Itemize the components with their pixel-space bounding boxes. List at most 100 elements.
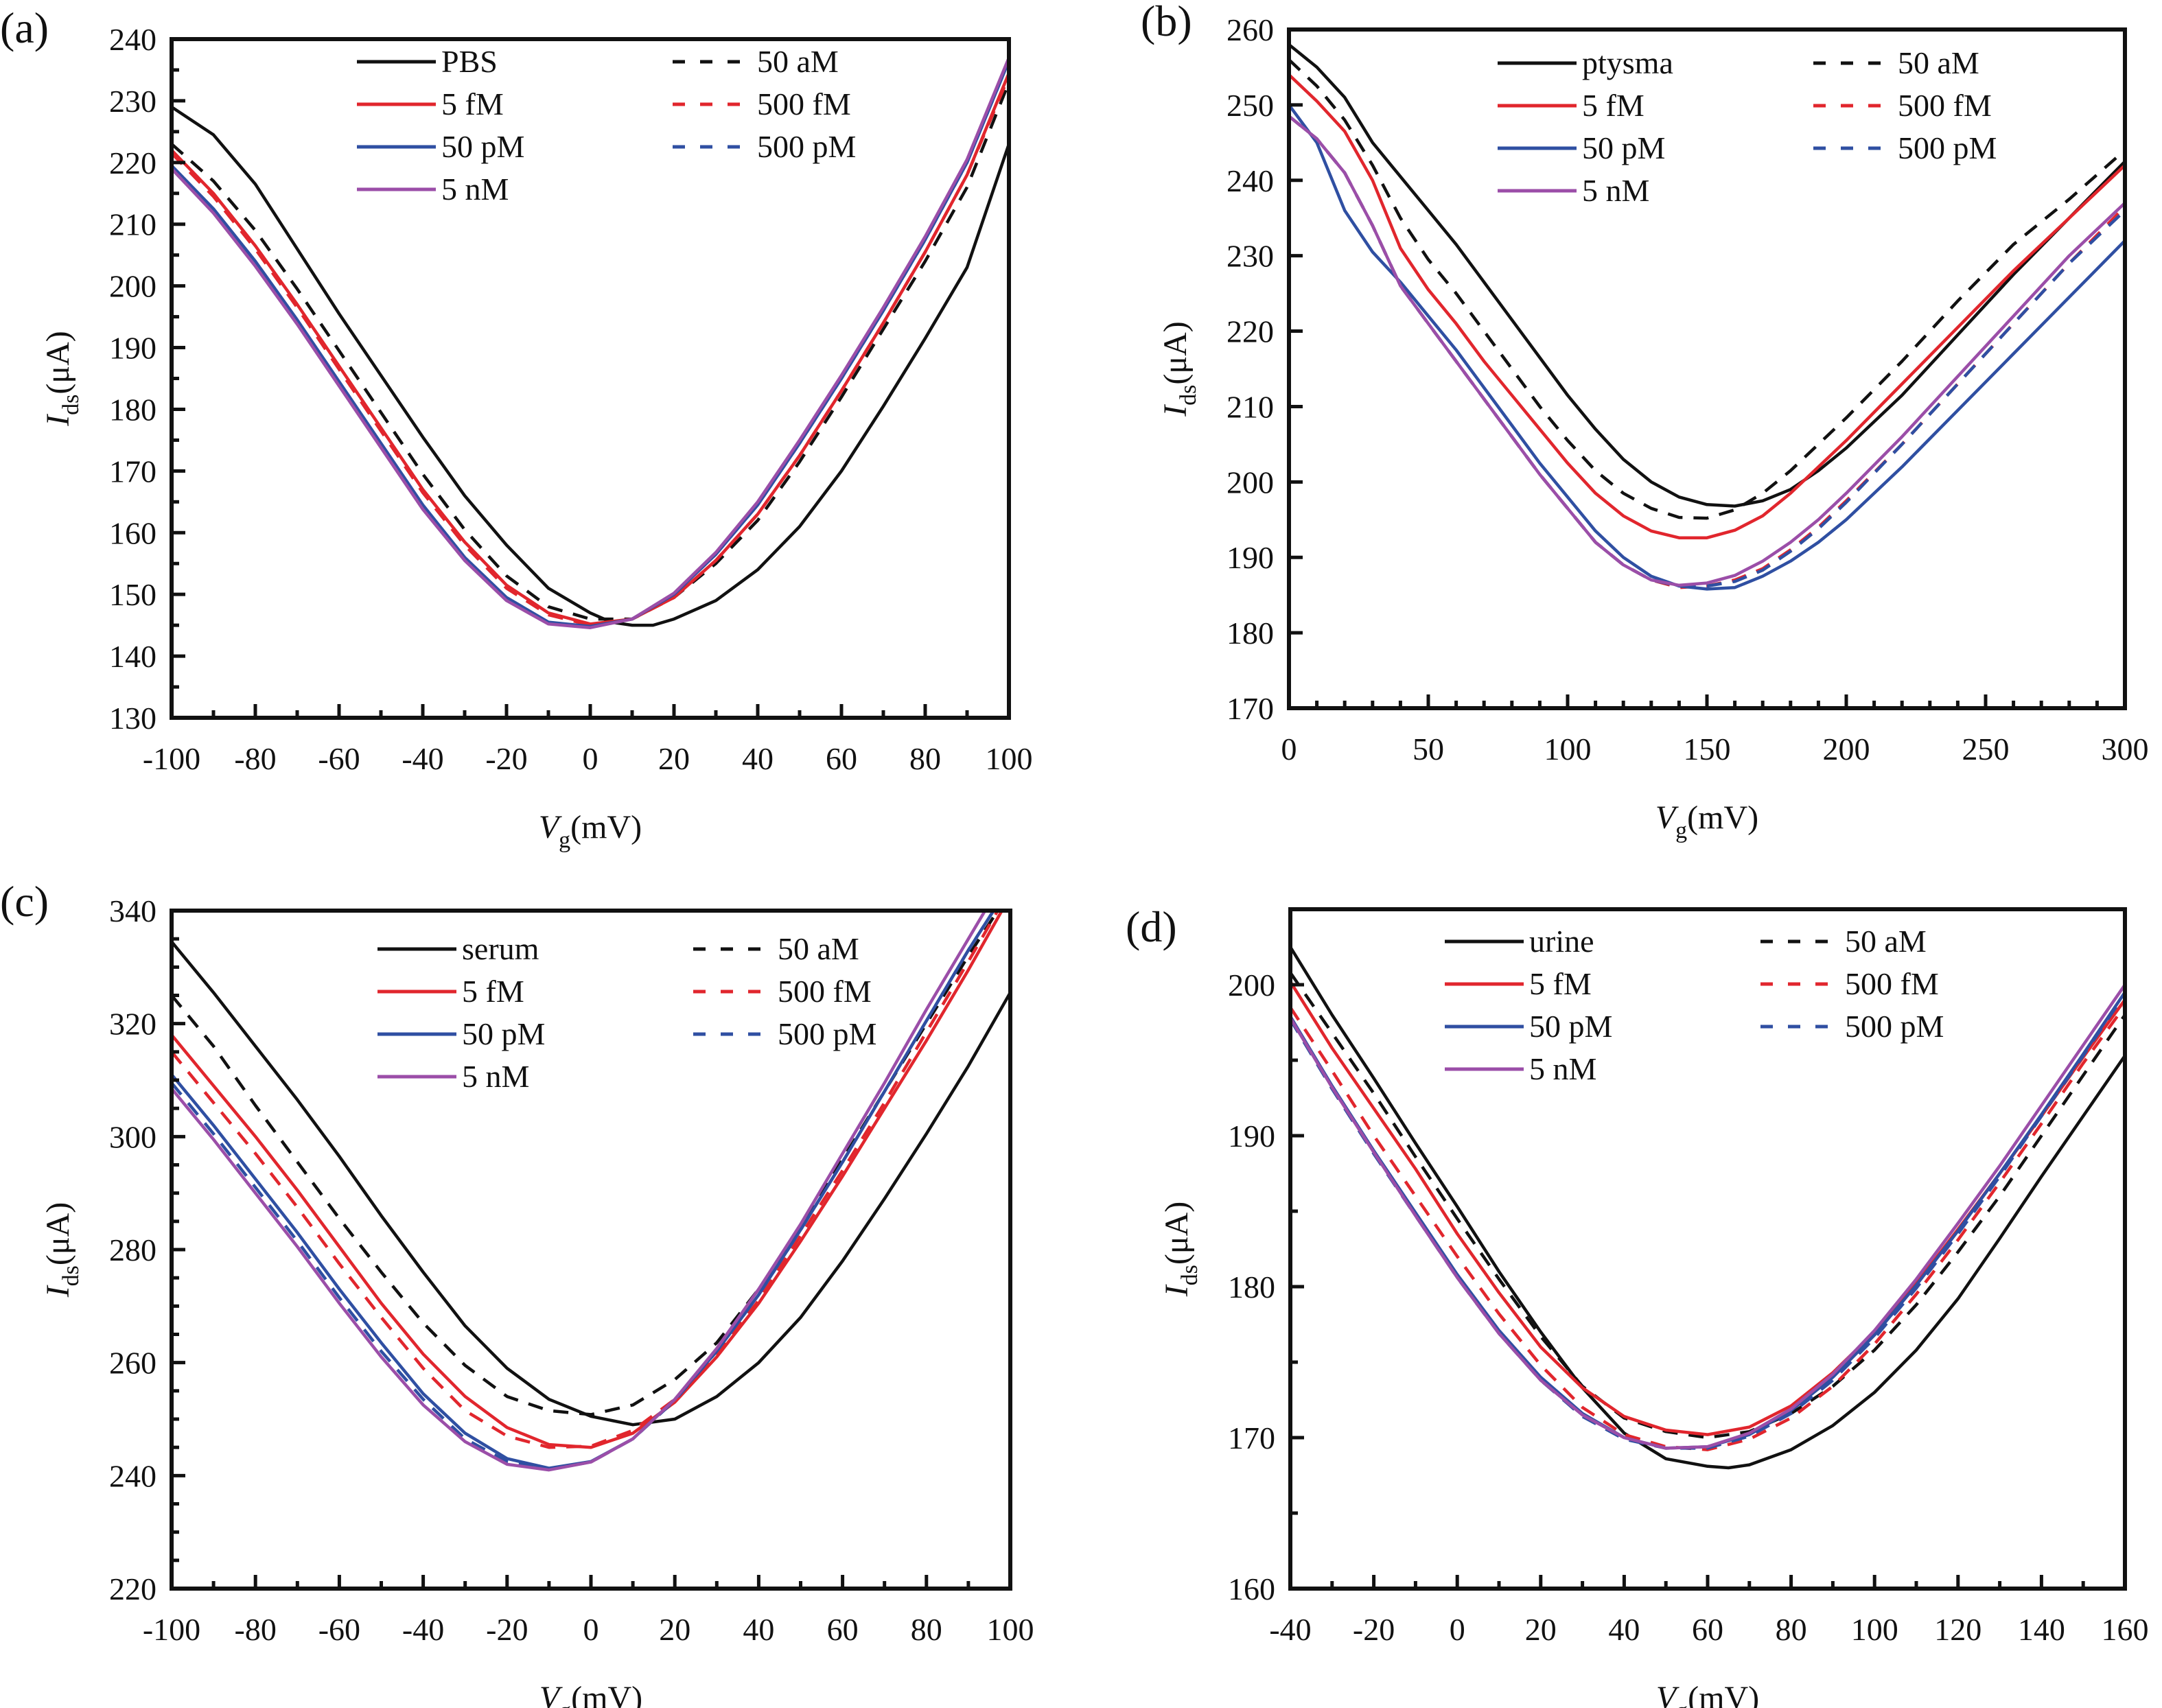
legend-label: 500 fM bbox=[1845, 966, 1939, 1001]
panel-c: (c) -100 -80 -60 -40 -20 0 20 40 60 80 100 220 240 260… bbox=[0, 877, 1034, 1708]
series-line-50-pm bbox=[1289, 104, 2125, 591]
y-tick-label: 260 bbox=[109, 1346, 156, 1381]
y-tick-label: 150 bbox=[109, 577, 156, 612]
y-tick-label: 190 bbox=[1228, 1119, 1275, 1154]
legend-label: 50 aM bbox=[778, 931, 859, 966]
x-tick-label: -20 bbox=[486, 1612, 528, 1647]
series-line-50-am bbox=[172, 911, 999, 1416]
legend-item: 5 fM bbox=[1445, 966, 1592, 1001]
x-tick-label: 0 bbox=[1281, 732, 1297, 767]
y-tick-label: 260 bbox=[1227, 12, 1274, 47]
series-group bbox=[172, 911, 1010, 1472]
y-tick-label: 180 bbox=[1228, 1270, 1275, 1305]
x-tick-label: 80 bbox=[1776, 1612, 1807, 1647]
y-tick-label: 210 bbox=[109, 207, 156, 242]
y-tick-label: 170 bbox=[1227, 691, 1274, 726]
y-tick-label: 180 bbox=[1227, 616, 1274, 651]
legend-item: 5 fM bbox=[357, 86, 504, 121]
legend-item: 5 nM bbox=[357, 172, 509, 207]
legend-label: 5 nM bbox=[1582, 173, 1649, 208]
legend-label: 50 aM bbox=[757, 44, 839, 79]
x-tick-label: 40 bbox=[743, 1612, 774, 1647]
panel-b: (b) 0 50 100 150 200 250 300 170 180 190 200 210 220 2… bbox=[1141, 0, 2149, 843]
y-tick-label: 220 bbox=[109, 1571, 156, 1606]
series-line-5-nm bbox=[172, 911, 987, 1472]
x-tick-label: 100 bbox=[1544, 732, 1592, 767]
x-tick-label: 100 bbox=[1851, 1612, 1898, 1647]
legend-item: 50 pM bbox=[357, 129, 524, 164]
x-tick-label: 40 bbox=[742, 741, 774, 776]
legend-item: 500 fM bbox=[693, 974, 872, 1009]
panel-a: (a) -100 -80 -60 -40 -20 0 20 40 60 80 100 130 140 150… bbox=[0, 3, 1033, 853]
x-tick-label: -80 bbox=[235, 1612, 277, 1647]
legend-label: 5 nM bbox=[1529, 1051, 1596, 1086]
y-tick-label: 160 bbox=[109, 515, 156, 550]
y-tick-label: 200 bbox=[109, 269, 156, 304]
x-tick-label: -60 bbox=[318, 1612, 360, 1647]
series-line-5-fm bbox=[1289, 73, 2125, 539]
legend-item: 50 pM bbox=[1445, 1009, 1612, 1044]
legend: ptysma 50 aM 5 fM 500 fM 50 pM 500 pM 5 nM bbox=[1498, 45, 1997, 208]
legend-label: 50 aM bbox=[1845, 924, 1927, 959]
y-tick-label: 340 bbox=[109, 893, 156, 928]
x-tick-label: 80 bbox=[909, 741, 941, 776]
legend-label: 500 fM bbox=[1898, 88, 1992, 123]
series-line-50-am bbox=[1290, 972, 2125, 1440]
legend-item: 50 aM bbox=[1760, 924, 1927, 959]
legend-label: 5 fM bbox=[462, 974, 524, 1009]
legend: serum 50 aM 5 fM 500 fM 50 pM 500 pM 5 nM bbox=[377, 931, 876, 1094]
y-axis-title: Ids(μA) bbox=[1157, 321, 1201, 417]
panel-label: (d) bbox=[1126, 902, 1177, 951]
legend-item: 50 aM bbox=[673, 44, 839, 79]
legend-label: PBS bbox=[441, 44, 498, 79]
x-tick-label: 20 bbox=[659, 1612, 690, 1647]
y-axis-title: Ids(μA) bbox=[40, 331, 84, 427]
legend-item: 500 pM bbox=[1760, 1009, 1944, 1044]
x-tick-label: 20 bbox=[1525, 1612, 1557, 1647]
legend-item: 500 fM bbox=[1760, 966, 1939, 1001]
x-tick-label: -20 bbox=[485, 741, 527, 776]
series-line-500-fm bbox=[172, 911, 999, 1449]
legend-label: 5 fM bbox=[1529, 966, 1592, 1001]
series-line-5-nm bbox=[1290, 983, 2125, 1450]
legend-item: 50 pM bbox=[1498, 130, 1665, 165]
legend-item: 500 pM bbox=[673, 129, 856, 164]
y-tick-label: 130 bbox=[109, 701, 156, 736]
series-line-serum bbox=[172, 940, 1010, 1427]
plot-frame bbox=[170, 37, 1011, 720]
legend-label: ptysma bbox=[1582, 45, 1673, 80]
legend-label: 500 pM bbox=[778, 1016, 876, 1051]
y-tick-label: 170 bbox=[1228, 1420, 1275, 1455]
series-line-500-fm bbox=[172, 75, 1009, 627]
x-tick-label: -40 bbox=[402, 741, 443, 776]
x-axis-title: Vg(mV) bbox=[539, 1680, 642, 1708]
y-tick-label: 240 bbox=[109, 1458, 156, 1493]
y-tick-label: 240 bbox=[1227, 163, 1274, 198]
y-tick-label: 160 bbox=[1228, 1571, 1275, 1606]
series-line-5-fm bbox=[1290, 981, 2125, 1436]
legend-label: serum bbox=[462, 931, 539, 966]
y-tick-label: 250 bbox=[1227, 88, 1274, 123]
x-tick-label: -100 bbox=[143, 1612, 200, 1647]
y-tick-label: 200 bbox=[1228, 968, 1275, 1003]
x-tick-label: 160 bbox=[2102, 1612, 2149, 1647]
x-tick-label: -80 bbox=[234, 741, 276, 776]
x-tick-label: 100 bbox=[986, 741, 1033, 776]
series-line-50-am bbox=[172, 82, 1009, 621]
legend-label: 50 pM bbox=[462, 1016, 545, 1051]
legend-item: ptysma bbox=[1498, 45, 1673, 80]
y-tick-label: 300 bbox=[109, 1119, 156, 1154]
y-tick-label: 190 bbox=[1227, 540, 1274, 575]
legend-label: 500 pM bbox=[1845, 1009, 1944, 1044]
legend-item: 50 pM bbox=[377, 1016, 545, 1051]
y-tick-label: 230 bbox=[1227, 239, 1274, 274]
series-line-ptysma bbox=[1289, 43, 2125, 508]
series-line-500-fm bbox=[1290, 1005, 2125, 1451]
legend-item: 50 aM bbox=[693, 931, 859, 966]
y-tick-label: 140 bbox=[109, 639, 156, 674]
series-group bbox=[172, 57, 1009, 629]
panel-label: (a) bbox=[0, 3, 49, 52]
legend-item: serum bbox=[377, 931, 539, 966]
legend-label: 5 fM bbox=[1582, 88, 1644, 123]
